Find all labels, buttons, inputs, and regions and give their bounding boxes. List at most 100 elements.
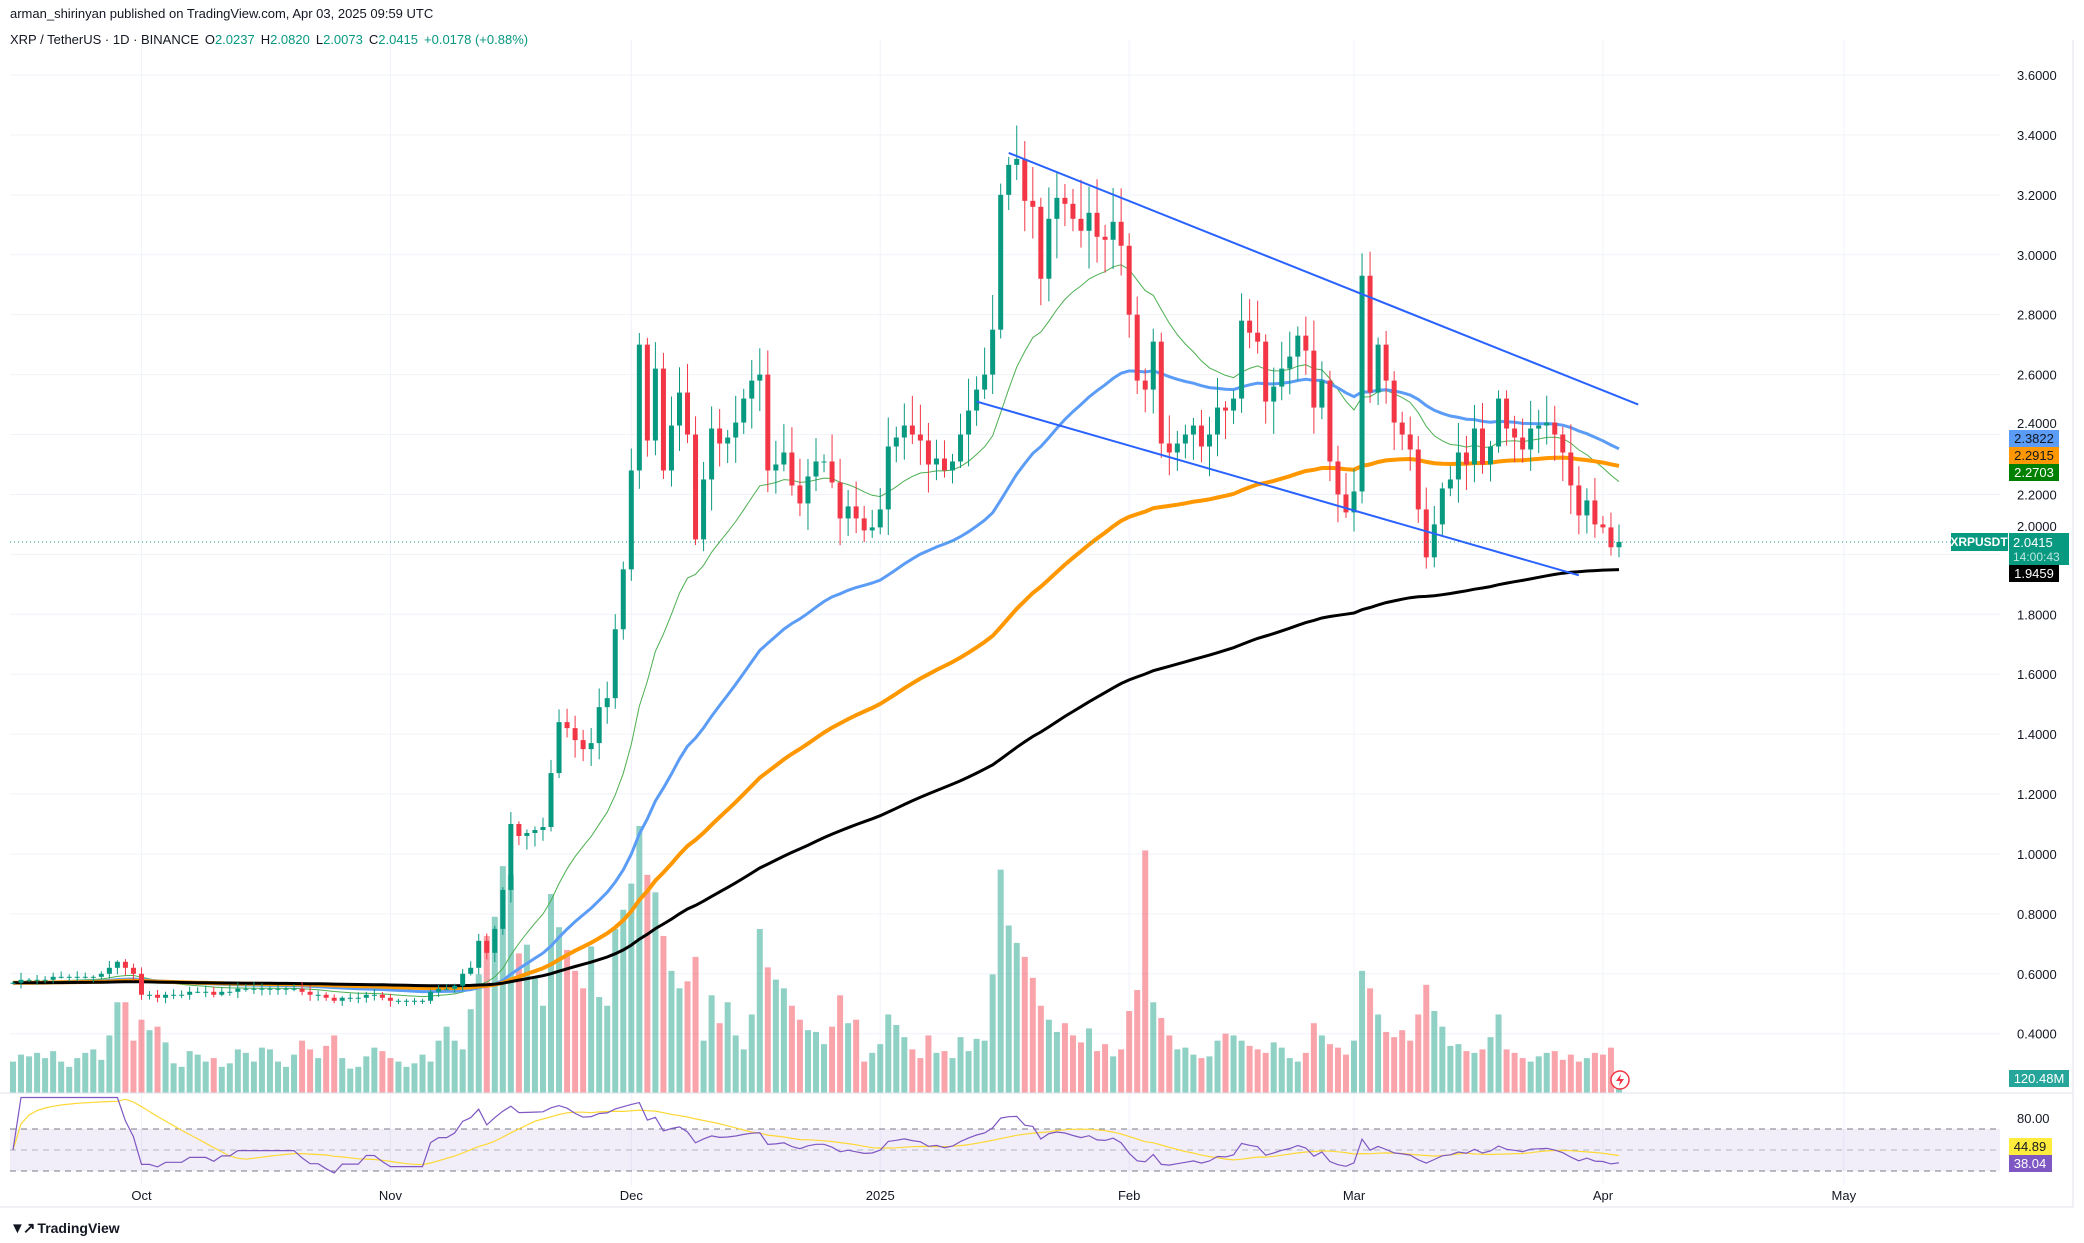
candle-body: [1560, 434, 1566, 453]
candle-body: [1102, 236, 1108, 240]
volume-bar: [716, 1023, 723, 1093]
candle-body: [548, 773, 554, 827]
candle-body: [1415, 449, 1421, 510]
high-label: H: [260, 32, 271, 47]
candle-body: [588, 743, 594, 750]
time-tick: May: [1832, 1188, 1857, 1203]
trendlines[interactable]: [976, 151, 1639, 577]
volume-bar: [724, 1002, 731, 1093]
volume-bar: [331, 1035, 338, 1093]
candle-body: [1359, 275, 1365, 492]
candle-body: [958, 434, 964, 462]
symbol-legend[interactable]: XRP / TetherUS · 1D · BINANCE O2.0237 H2…: [10, 32, 528, 47]
candle-body: [1295, 335, 1301, 357]
candle-body: [1335, 461, 1341, 495]
volume-bar: [604, 1005, 611, 1093]
time-axis[interactable]: Oct Nov Dec 2025 Feb Mar Apr May: [131, 1188, 1856, 1203]
candle-body: [275, 988, 281, 990]
candle-body: [1520, 437, 1526, 450]
low-value: 2.0073: [323, 32, 363, 47]
price-axis[interactable]: 3.6000 3.4000 3.2000 3.0000 2.8000 2.6000 2.40…: [2017, 68, 2057, 1042]
price-tick: 1.0000: [2017, 847, 2057, 862]
price-tick: 1.8000: [2017, 607, 2057, 622]
volume-bar: [1351, 1040, 1358, 1093]
ma50-price-label: 2.3822: [2009, 430, 2059, 447]
candle-body: [1247, 320, 1253, 333]
volume-bar: [234, 1049, 241, 1093]
volume-bar: [1150, 1002, 1157, 1093]
volume-bar: [845, 1023, 852, 1093]
volume-bar: [1134, 990, 1141, 1093]
volume-bar: [1206, 1056, 1213, 1093]
price-tick: 0.4000: [2017, 1027, 2057, 1042]
rsi-ma-line: [12, 1098, 1620, 1166]
volume-bar: [1551, 1051, 1558, 1093]
candle-body: [1447, 479, 1453, 489]
candle-body: [412, 1000, 417, 1002]
candle-body: [82, 976, 88, 978]
candle-body: [596, 707, 602, 744]
volume-bar: [893, 1024, 900, 1093]
tradingview-logo[interactable]: ▼↗ TradingView: [10, 1219, 120, 1237]
last-price-label: 2.0415 14:00:43: [2009, 533, 2069, 565]
volume-bar: [523, 944, 530, 1093]
volume-bar: [1198, 1058, 1205, 1093]
candle-body: [1375, 344, 1381, 393]
volume-bar: [26, 1056, 33, 1093]
candle-body: [1094, 212, 1100, 237]
candle-body: [227, 991, 233, 993]
lightning-icon[interactable]: [1610, 1070, 1630, 1090]
volume-bar: [1447, 1045, 1454, 1093]
candle-body: [138, 973, 144, 995]
volume-bar: [1238, 1040, 1245, 1093]
candle-body: [733, 422, 739, 438]
volume-bar: [146, 1030, 153, 1093]
volume-bar: [34, 1052, 41, 1093]
volume-bar: [299, 1040, 306, 1093]
symbol-name[interactable]: XRP / TetherUS · 1D · BINANCE: [10, 32, 199, 47]
volume-bar: [130, 1040, 137, 1093]
candle-body: [315, 994, 321, 996]
trendline-lower: [976, 400, 1580, 577]
candle-body: [299, 988, 305, 992]
candle-body: [235, 988, 241, 992]
volume-bar: [194, 1054, 201, 1093]
candle-body: [1584, 500, 1590, 516]
volume-bar: [917, 1058, 924, 1093]
candle-body: [1198, 425, 1204, 447]
candle-body: [741, 398, 747, 423]
candle-body: [660, 368, 666, 471]
candle-body: [1528, 428, 1534, 450]
volume-bar: [283, 1066, 290, 1093]
volume-bar: [82, 1052, 89, 1093]
time-tick: Apr: [1593, 1188, 1614, 1203]
volume-bar: [1126, 1010, 1133, 1093]
volume-bar: [443, 1026, 450, 1093]
volume-bar: [1262, 1052, 1269, 1093]
price-tick: 2.6000: [2017, 368, 2057, 383]
candle-body: [901, 425, 907, 438]
rsi-level-80: 80.00: [2017, 1111, 2050, 1126]
time-tick: Mar: [1343, 1188, 1366, 1203]
candle-body: [291, 988, 297, 990]
candle-body: [1496, 398, 1502, 447]
candle-body: [1287, 356, 1293, 369]
candle-body: [307, 991, 313, 995]
candle-body: [106, 967, 112, 974]
volume-bar: [387, 1058, 394, 1093]
candle-body: [42, 979, 48, 981]
candle-body: [1126, 245, 1132, 315]
candle-body: [869, 527, 875, 531]
volume-bar: [539, 1005, 546, 1093]
candle-body: [1608, 527, 1614, 548]
volume-bar: [596, 997, 603, 1093]
candle-body: [74, 976, 80, 978]
volume-bar: [347, 1068, 354, 1093]
candle-body: [668, 425, 674, 471]
volume-bar: [1174, 1049, 1181, 1093]
candle-body: [773, 464, 779, 471]
candle-body: [1544, 422, 1550, 426]
candle-body: [1215, 407, 1220, 435]
volume-bar: [202, 1061, 209, 1093]
